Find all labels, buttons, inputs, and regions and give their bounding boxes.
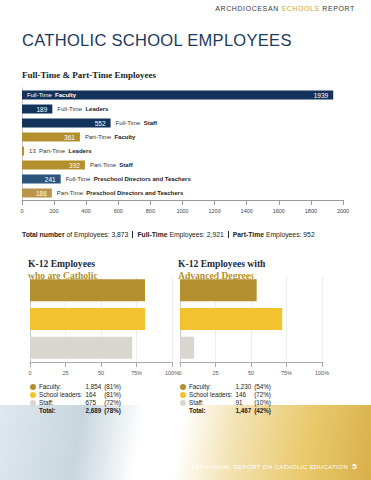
html-text:Staff:: Staff: <box>189 399 204 406</box>
svg-text:1800: 1800 <box>305 208 317 214</box>
svg-text:1600: 1600 <box>273 208 285 214</box>
svg-text:2000: 2000 <box>337 208 349 214</box>
svg-text:Part-Time: Part-Time <box>90 162 117 168</box>
svg-text:13: 13 <box>29 148 36 154</box>
html-text:1ST ANNUAL REPORT ON CATHOLIC: 1ST ANNUAL REPORT ON CATHOLIC EDUCATION … <box>191 462 357 471</box>
svg-text:Part-Time: Part-Time <box>39 148 66 154</box>
html-text:ARCHDIOCESAN SCHOOLS REPORT: ARCHDIOCESAN SCHOOLS REPORT <box>215 5 355 12</box>
svg-text:Part-Time: Part-Time <box>85 134 112 140</box>
svg-text:Preschool Directors and Teache: Preschool Directors and Teachers <box>94 176 192 182</box>
svg-text:100%: 100% <box>165 370 179 376</box>
svg-text:Faculty: Faculty <box>55 92 77 98</box>
svg-text:Part-Time: Part-Time <box>57 190 84 196</box>
svg-text:0: 0 <box>178 370 181 376</box>
html-text:(72%): (72%) <box>254 391 271 398</box>
svg-text:Faculty: Faculty <box>114 134 136 140</box>
html-text:Full-Time & Part-Time Employee: Full-Time & Part-Time Employees <box>22 70 156 80</box>
svg-text:1200: 1200 <box>208 208 220 214</box>
svg-text:Staff: Staff <box>119 162 133 168</box>
html-text:K-12 Employees: K-12 Employees <box>28 258 95 269</box>
html-text:(10%): (10%) <box>254 399 271 406</box>
html-text:Part-Time Employees: 952: Part-Time Employees: 952 <box>232 231 315 238</box>
html-text:91: 91 <box>235 399 243 406</box>
html-text:CATHOLIC SCHOOL EMPLOYEES: CATHOLIC SCHOOL EMPLOYEES <box>22 31 292 49</box>
html-text:1,467 (42%): 1,467 (42%) <box>235 407 271 414</box>
svg-text:0: 0 <box>28 370 31 376</box>
svg-text:400: 400 <box>82 208 91 214</box>
html-text:675: 675 <box>85 399 96 406</box>
svg-text:186: 186 <box>36 190 47 197</box>
html-text:K-12 Employees with: K-12 Employees with <box>178 258 266 269</box>
html-text:who are Catholic: who are Catholic <box>28 270 98 281</box>
html-text:Total:: Total: <box>39 407 56 414</box>
html-text:Total:: Total: <box>189 407 206 414</box>
svg-text:1000: 1000 <box>176 208 188 214</box>
html-text:1,854 (81%): 1,854 (81%) <box>85 383 121 390</box>
svg-text:600: 600 <box>114 208 123 214</box>
svg-text:0: 0 <box>20 208 23 214</box>
svg-text:Full-Time: Full-Time <box>27 92 52 98</box>
svg-text:75%: 75% <box>281 370 292 376</box>
svg-text:75%: 75% <box>131 370 142 376</box>
html-text:Faculty:: Faculty: <box>39 383 61 390</box>
svg-text:189: 189 <box>36 106 47 113</box>
svg-text:25: 25 <box>62 370 68 376</box>
svg-text:361: 361 <box>64 134 75 141</box>
svg-text:Leaders: Leaders <box>85 106 109 112</box>
svg-text:1400: 1400 <box>241 208 253 214</box>
svg-text:50: 50 <box>98 370 104 376</box>
html-text:1,230 (54%): 1,230 (54%) <box>235 383 271 390</box>
svg-text:100%: 100% <box>315 370 329 376</box>
svg-text:241: 241 <box>45 176 56 183</box>
svg-text:552: 552 <box>95 120 106 127</box>
html-text:Full-Time Employees: 2,921: Full-Time Employees: 2,921 <box>137 231 224 238</box>
html-text:School leaders: 146: School leaders: 146 <box>189 391 246 398</box>
svg-text:50: 50 <box>248 370 254 376</box>
svg-text:Staff: Staff <box>144 120 158 126</box>
svg-text:Full-Time: Full-Time <box>57 106 82 112</box>
html-text:School leaders: 164: School leaders: 164 <box>39 391 96 398</box>
svg-text:200: 200 <box>50 208 59 214</box>
html-text:(72%): (72%) <box>104 399 121 406</box>
svg-text:Full-Time: Full-Time <box>66 176 91 182</box>
html-text:Faculty:: Faculty: <box>189 383 211 390</box>
svg-text:800: 800 <box>146 208 155 214</box>
html-text:Total number of Employees: 3,8: Total number of Employees: 3,873 <box>22 231 129 238</box>
svg-text:Leaders: Leaders <box>69 148 93 154</box>
html-text:2,689 (78%): 2,689 (78%) <box>85 407 121 414</box>
html-text:(81%): (81%) <box>104 391 121 398</box>
html-text:Advanced Degrees: Advanced Degrees <box>178 270 254 281</box>
svg-text:Preschool Directors and Teache: Preschool Directors and Teachers <box>86 190 184 196</box>
svg-text:392: 392 <box>69 162 80 169</box>
svg-text:1939: 1939 <box>314 92 329 99</box>
html-text:Staff:: Staff: <box>39 399 54 406</box>
svg-text:Full-Time: Full-Time <box>116 120 141 126</box>
svg-text:25: 25 <box>212 370 218 376</box>
